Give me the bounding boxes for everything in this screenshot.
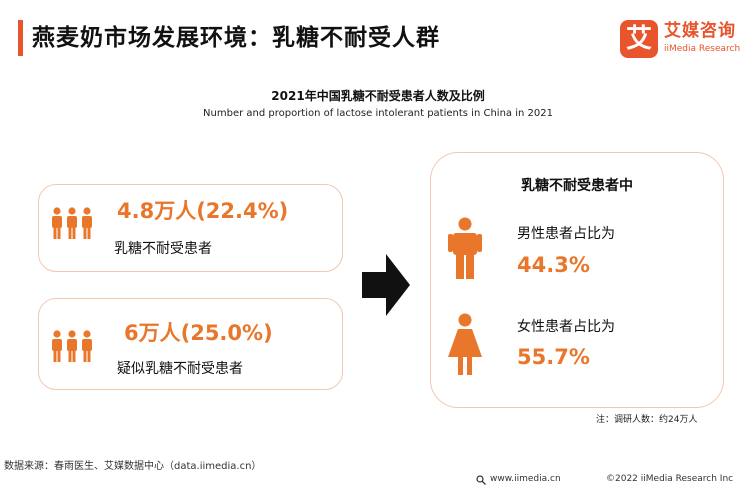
people-group-icon <box>51 207 93 239</box>
search-icon <box>476 475 486 485</box>
logo-name-en: iiMedia Research <box>664 44 741 54</box>
brand-logo: 艾 艾媒咨询 iiMedia Research <box>620 20 746 60</box>
suspected-patients-label: 疑似乳糖不耐受患者 <box>117 361 243 377</box>
female-icon <box>448 313 482 375</box>
footer-url: www.iimedia.cn <box>490 474 561 484</box>
gender-ratio-card: 乳糖不耐受患者中 男性患者占比为 44.3% 女性患者占比为 55.7% <box>430 152 724 408</box>
female-ratio-label: 女性患者占比为 <box>517 319 615 335</box>
footer-copyright: ©2022 iiMedia Research Inc <box>606 474 734 484</box>
gender-card-title: 乳糖不耐受患者中 <box>521 178 633 194</box>
chart-subtitle-en: Number and proportion of lactose intoler… <box>203 108 553 119</box>
male-ratio-label: 男性患者占比为 <box>517 226 615 242</box>
title-accent-bar <box>18 20 23 56</box>
page-title: 燕麦奶市场发展环境：乳糖不耐受人群 <box>32 25 440 51</box>
female-ratio-value: 55.7% <box>517 345 590 369</box>
chart-subtitle-cn: 2021年中国乳糖不耐受患者人数及比例 <box>271 89 485 103</box>
patients-value: 4.8万人(22.4%) <box>117 199 289 223</box>
male-icon <box>448 217 482 279</box>
patients-card: 4.8万人(22.4%) 乳糖不耐受患者 <box>38 184 343 272</box>
patients-label: 乳糖不耐受患者 <box>114 241 212 257</box>
data-source: 数据来源：春雨医生、艾媒数据中心（data.iimedia.cn） <box>4 461 262 472</box>
people-group-icon <box>51 330 93 362</box>
logo-name-cn: 艾媒咨询 <box>664 21 736 41</box>
suspected-patients-value: 6万人(25.0%) <box>124 321 273 345</box>
suspected-patients-card: 6万人(25.0%) 疑似乳糖不耐受患者 <box>38 298 343 390</box>
footer: www.iimedia.cn ©2022 iiMedia Research In… <box>0 470 756 491</box>
male-ratio-value: 44.3% <box>517 253 590 277</box>
survey-note: 注：调研人数：约24万人 <box>596 415 698 425</box>
right-arrow-icon <box>362 254 410 316</box>
logo-mark: 艾 <box>620 20 658 58</box>
